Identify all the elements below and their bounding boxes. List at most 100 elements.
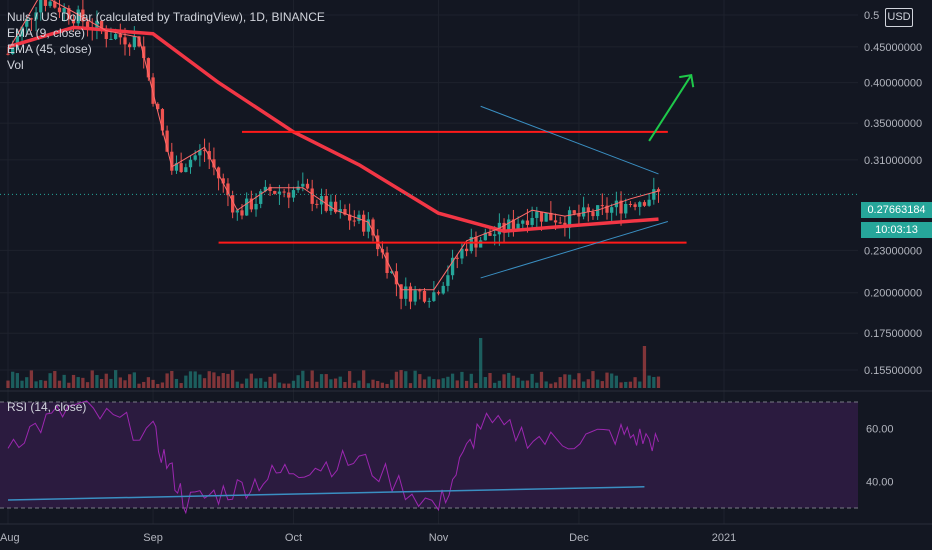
volume-bar [109, 378, 113, 388]
price-tick-label: 0.31000000 [864, 155, 922, 167]
volume-bar [572, 379, 576, 388]
candle-body [11, 46, 15, 54]
candle-body [408, 286, 413, 302]
volume-bar [633, 377, 637, 388]
volume-bar [170, 370, 174, 388]
volume-bar [333, 378, 338, 388]
candle-body [57, 7, 62, 13]
volume-bar [539, 371, 544, 388]
volume-bar [198, 374, 202, 388]
candle-body [174, 163, 179, 171]
volume-bar [586, 379, 590, 388]
candle-body [123, 37, 127, 45]
candle-body [525, 220, 530, 225]
breakout-arrow [648, 74, 693, 142]
volume-bar [362, 370, 366, 388]
price-tick-label: 0.5 [864, 10, 879, 22]
candle-body [366, 219, 370, 232]
volume-bar [535, 382, 539, 388]
volume-bar [273, 373, 277, 388]
countdown-tag: 10:03:13 [861, 222, 932, 238]
volume-bar [142, 381, 146, 388]
candle-body [624, 203, 628, 214]
volume-bar [179, 383, 183, 388]
candle-body [273, 191, 277, 194]
candle-body [132, 36, 136, 48]
candle-body [43, 0, 48, 6]
volume-bar [193, 371, 197, 388]
candle-body [558, 222, 562, 224]
candle-body [352, 220, 356, 222]
volume-bar [160, 382, 165, 388]
volume-bar [427, 376, 431, 388]
candle-body [198, 150, 202, 156]
candle-body [160, 109, 165, 131]
candle-body [436, 292, 441, 294]
time-tick-label: Dec [569, 532, 589, 544]
volume-bars [6, 338, 661, 388]
volume-bar [156, 383, 160, 388]
volume-bar [404, 371, 408, 388]
price-tick-label: 0.40000000 [864, 78, 922, 90]
volume-bar [202, 378, 207, 388]
price-tick-label: 0.35000000 [864, 118, 922, 130]
volume-bar [123, 380, 127, 388]
volume-bar [605, 372, 609, 388]
volume-bar [338, 376, 342, 388]
volume-bar [464, 380, 469, 388]
candle-body [240, 210, 244, 216]
volume-bar [132, 372, 136, 388]
time-tick-label: Sep [143, 532, 163, 544]
volume-bar [90, 370, 94, 388]
candle-body [315, 203, 319, 205]
candle-body [464, 248, 469, 252]
candle-body [338, 209, 342, 213]
candle-body [156, 103, 160, 110]
volume-bar [15, 373, 19, 388]
candle-body [34, 12, 38, 20]
rsi-label[interactable]: RSI (14, close) [7, 400, 87, 414]
candle-body [282, 191, 286, 193]
volume-bar [497, 380, 502, 388]
candle-body [544, 212, 548, 222]
candle-body [450, 257, 455, 276]
volume-bar [647, 375, 651, 388]
vol-label[interactable]: Vol [7, 58, 24, 72]
volume-bar [53, 371, 57, 388]
volume-bar [29, 370, 34, 388]
volume-bar [553, 382, 558, 388]
volume-bar [235, 381, 239, 388]
candle-body [530, 217, 534, 225]
volume-bar [310, 370, 314, 388]
candle-body [591, 211, 595, 217]
volume-bar [296, 375, 300, 388]
volume-bar [577, 373, 581, 388]
volume-bar [146, 377, 151, 388]
candle-body [656, 189, 661, 192]
volume-bar [188, 371, 193, 388]
volume-bar [39, 380, 43, 388]
volume-bar [212, 372, 216, 388]
volume-bar [511, 375, 516, 388]
candle-body [15, 36, 19, 47]
volume-bar [319, 374, 324, 388]
candle-body [511, 219, 516, 230]
volume-bar [474, 383, 478, 388]
volume-bar [67, 382, 71, 388]
candle-body [399, 284, 403, 299]
candle-body [371, 219, 375, 236]
rsi-band [0, 402, 858, 508]
candle-body [577, 213, 581, 217]
candle-body [235, 210, 239, 213]
volume-bar [436, 379, 441, 388]
current-price-tag: 0.27663184 [861, 202, 932, 218]
volume-bar [151, 379, 155, 388]
currency-button[interactable]: USD [885, 8, 913, 27]
volume-bar [581, 381, 586, 388]
ema45-label[interactable]: EMA (45, close) [7, 42, 92, 56]
volume-bar [221, 373, 225, 388]
volume-bar [277, 382, 282, 388]
candle-body [413, 290, 417, 302]
ema9-label[interactable]: EMA (9, close) [7, 26, 86, 40]
